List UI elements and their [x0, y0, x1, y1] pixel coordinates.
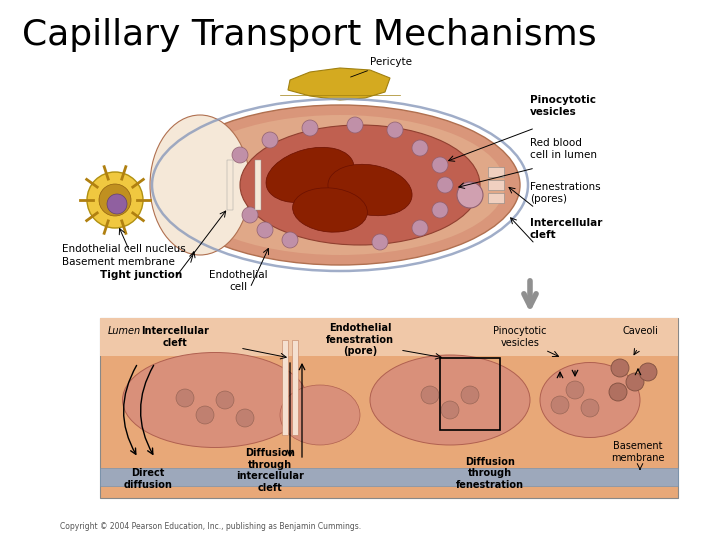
Text: Direct
diffusion: Direct diffusion [124, 468, 172, 490]
Text: Pericyte: Pericyte [351, 57, 412, 77]
Text: Lumen: Lumen [108, 326, 141, 336]
Ellipse shape [175, 115, 505, 255]
Circle shape [216, 391, 234, 409]
Text: Pinocytotic
vesicles: Pinocytotic vesicles [530, 96, 596, 117]
Bar [282, 340, 288, 435]
Ellipse shape [328, 164, 412, 215]
Ellipse shape [150, 115, 250, 255]
Circle shape [347, 117, 363, 133]
Text: Copyright © 2004 Pearson Education, Inc., publishing as Benjamin Cummings.: Copyright © 2004 Pearson Education, Inc.… [60, 522, 361, 531]
Circle shape [412, 140, 428, 156]
Circle shape [99, 184, 131, 216]
Circle shape [372, 234, 388, 250]
Circle shape [232, 147, 248, 163]
Circle shape [437, 177, 453, 193]
Bar [292, 340, 298, 435]
Circle shape [611, 359, 629, 377]
Text: Intercellular
cleft: Intercellular cleft [141, 326, 209, 348]
Text: Capillary Transport Mechanisms: Capillary Transport Mechanisms [22, 18, 597, 52]
Circle shape [412, 220, 428, 236]
Circle shape [432, 157, 448, 173]
Circle shape [639, 363, 657, 381]
Bar [100, 318, 678, 356]
Circle shape [457, 182, 483, 208]
Circle shape [626, 373, 644, 391]
Text: Fenestrations
(pores): Fenestrations (pores) [530, 183, 600, 204]
Text: Endothelial cell nucleus: Endothelial cell nucleus [62, 244, 186, 254]
Circle shape [107, 194, 127, 214]
Circle shape [581, 399, 599, 417]
Circle shape [236, 409, 254, 427]
Circle shape [566, 381, 584, 399]
Circle shape [432, 202, 448, 218]
Ellipse shape [160, 105, 520, 265]
Circle shape [176, 389, 194, 407]
Circle shape [282, 232, 298, 248]
Bar [100, 318, 678, 498]
Text: Pinocytotic
vesicles: Pinocytotic vesicles [493, 326, 546, 348]
Bar [227, 160, 233, 210]
Ellipse shape [540, 362, 640, 437]
Bar [440, 358, 500, 430]
Circle shape [461, 386, 479, 404]
Text: Red blood
cell in lumen: Red blood cell in lumen [530, 138, 597, 160]
Circle shape [242, 207, 258, 223]
Circle shape [87, 172, 143, 228]
Bar [100, 468, 678, 486]
Circle shape [551, 396, 569, 414]
Text: Basement membrane: Basement membrane [62, 257, 175, 267]
Circle shape [609, 383, 627, 401]
Circle shape [196, 406, 214, 424]
Circle shape [421, 386, 439, 404]
Text: Caveoli: Caveoli [622, 326, 658, 336]
Text: Basement
membrane: Basement membrane [611, 441, 665, 463]
Circle shape [387, 122, 403, 138]
Bar [488, 193, 504, 203]
Bar [488, 180, 504, 190]
Circle shape [257, 222, 273, 238]
Ellipse shape [280, 385, 360, 445]
Bar [488, 167, 504, 177]
Ellipse shape [370, 355, 530, 445]
Text: Intercellular
cleft: Intercellular cleft [530, 218, 603, 240]
Ellipse shape [240, 125, 480, 245]
Bar [255, 160, 261, 210]
Circle shape [262, 132, 278, 148]
Circle shape [441, 401, 459, 419]
Text: Endothelial
fenestration
(pore): Endothelial fenestration (pore) [326, 323, 394, 356]
Ellipse shape [122, 353, 307, 448]
Ellipse shape [266, 147, 354, 202]
FancyArrowPatch shape [524, 281, 536, 306]
Text: Endothelial
cell: Endothelial cell [209, 271, 267, 292]
Text: Diffusion
through
intercellular
cleft: Diffusion through intercellular cleft [236, 448, 304, 493]
Polygon shape [288, 68, 390, 100]
Ellipse shape [292, 188, 367, 232]
Circle shape [302, 120, 318, 136]
Text: Tight junction: Tight junction [100, 270, 182, 280]
Text: Diffusion
through
fenestration: Diffusion through fenestration [456, 457, 524, 490]
